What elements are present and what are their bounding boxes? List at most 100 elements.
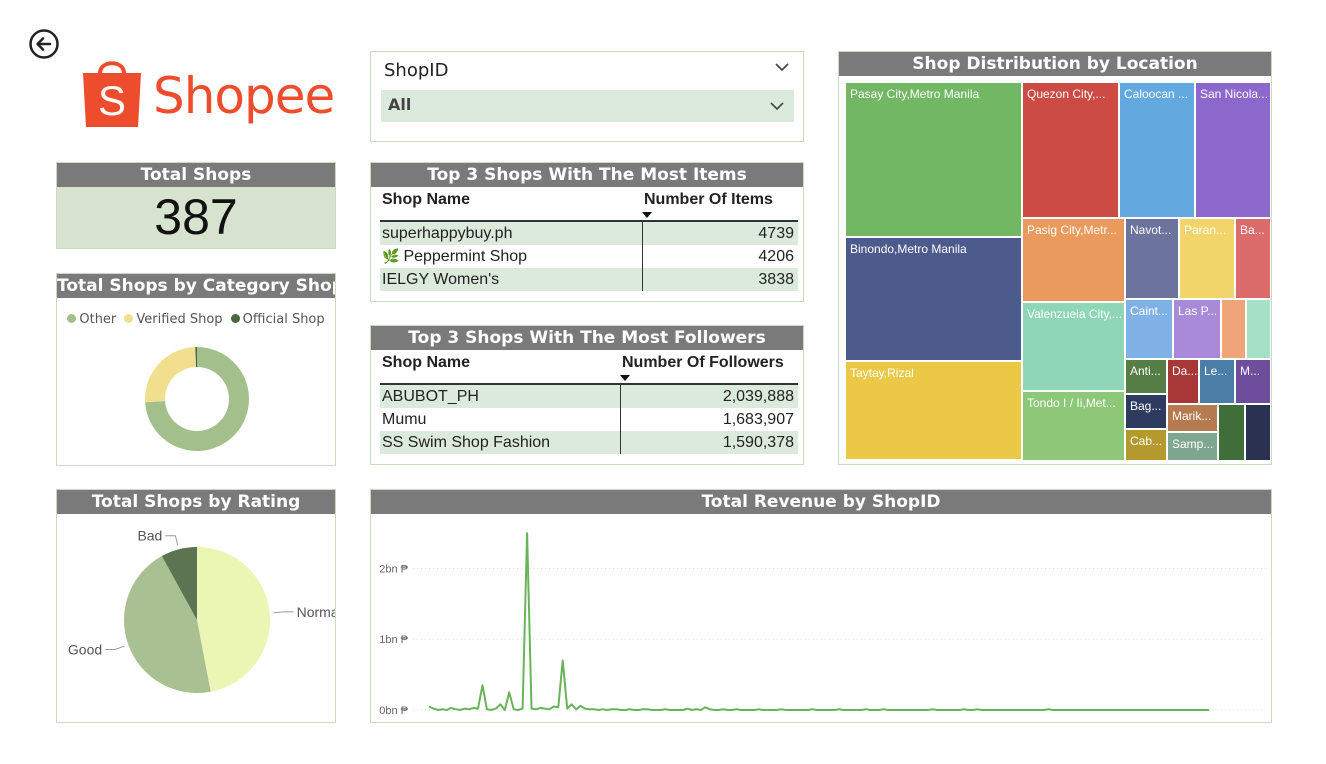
slicer-dropdown[interactable]: All <box>381 90 794 122</box>
table-row[interactable]: IELGY Women's 3838 <box>380 268 798 291</box>
y-tick-label: 2bn ₱ <box>379 563 408 575</box>
treemap-tile-label: Las P... <box>1178 304 1218 318</box>
treemap-tile-label: Anti... <box>1130 364 1161 378</box>
treemap-tile[interactable] <box>1245 404 1271 461</box>
rating-chart-card: Total Shops by Rating Normal Good Bad <box>56 489 336 723</box>
treemap-tile[interactable] <box>1246 299 1271 359</box>
pie-slice-normal[interactable] <box>197 547 271 692</box>
treemap-tile[interactable]: Pasig City,Metr... <box>1022 218 1125 302</box>
col-header-label: Number Of Followers <box>622 354 784 371</box>
treemap-tile[interactable]: Marik... <box>1167 404 1218 432</box>
treemap-tile-label: Tondo I / Ii,Met... <box>1027 396 1116 410</box>
treemap-tile[interactable]: Las P... <box>1173 299 1221 359</box>
legend-label: Verified Shop <box>136 312 223 327</box>
treemap-tile[interactable]: Cab... <box>1125 429 1167 461</box>
pie-leader-line <box>165 535 179 546</box>
shopid-slicer: ShopID All <box>370 51 804 142</box>
treemap-tile[interactable]: Caint... <box>1125 299 1173 359</box>
col-header-number-of-items[interactable]: Number Of Items <box>642 187 798 222</box>
treemap-tile[interactable] <box>1221 299 1246 359</box>
treemap-tile[interactable]: Pasay City,Metro Manila <box>845 82 1022 237</box>
pie-label-good: Good <box>68 641 102 657</box>
rating-pie-chart[interactable]: Normal Good Bad <box>57 514 335 722</box>
collapse-chevron-icon[interactable] <box>773 58 791 76</box>
treemap-tile[interactable]: Samp... <box>1167 432 1218 461</box>
treemap-tile-label: Ba... <box>1240 223 1265 237</box>
treemap-tile-label: Marik... <box>1172 409 1212 423</box>
treemap-tile[interactable]: Caloocan ... <box>1119 82 1195 218</box>
treemap-tile[interactable]: Tondo I / Ii,Met... <box>1022 391 1125 461</box>
location-chart-title: Shop Distribution by Location <box>839 52 1271 76</box>
treemap-tile-label: Pasay City,Metro Manila <box>850 87 980 101</box>
location-chart-card: Shop Distribution by Location Pasay City… <box>838 51 1272 465</box>
followers-cell: 1,590,378 <box>619 431 798 454</box>
treemap-tile[interactable]: Taytay,Rizal <box>845 361 1022 460</box>
sort-desc-icon <box>642 212 652 218</box>
legend-label: Other <box>79 312 117 327</box>
pie-label-normal: Normal <box>297 604 335 620</box>
treemap-tile[interactable]: Da... <box>1167 359 1199 404</box>
top-items-title: Top 3 Shops With The Most Items <box>371 163 803 187</box>
y-tick-label: 1bn ₱ <box>379 634 408 646</box>
table-row[interactable]: 🌿 Peppermint Shop 4206 <box>380 245 798 268</box>
back-button[interactable] <box>28 28 60 60</box>
treemap-tile-label: San Nicola... <box>1200 87 1269 101</box>
treemap-tile[interactable]: Valenzuela City,... <box>1022 302 1125 391</box>
treemap-tile[interactable]: Binondo,Metro Manila <box>845 237 1022 361</box>
pie-slice-bad[interactable] <box>161 547 197 620</box>
revenue-chart-title: Total Revenue by ShopID <box>371 490 1271 514</box>
slicer-selected-value: All <box>388 95 412 114</box>
treemap-tile[interactable]: M... <box>1235 359 1271 404</box>
revenue-series-line[interactable] <box>428 532 1209 711</box>
chevron-down-icon <box>770 102 784 111</box>
treemap-tile[interactable]: Anti... <box>1125 359 1167 394</box>
location-treemap[interactable]: Pasay City,Metro Manila Binondo,Metro Man… <box>845 82 1271 462</box>
legend-item[interactable]: Verified Shop <box>124 312 223 327</box>
col-header-shop-name[interactable]: Shop Name <box>380 187 642 222</box>
donut-slice-official-shop[interactable] <box>195 347 197 368</box>
table-row[interactable]: superhappybuy.ph 4739 <box>380 221 798 245</box>
treemap-tile-label: Pasig City,Metr... <box>1027 223 1117 237</box>
shop-name-cell: 🌿 Peppermint Shop <box>380 245 642 268</box>
shop-name-text: Peppermint Shop <box>403 248 528 265</box>
treemap-tile[interactable]: Navot... <box>1125 218 1179 299</box>
treemap-tile-label: Navot... <box>1130 223 1172 237</box>
category-donut-chart[interactable] <box>137 339 257 459</box>
items-cell: 3838 <box>641 268 798 291</box>
col-header-number-of-followers[interactable]: Number Of Followers <box>620 350 798 385</box>
treemap-tile-label: Caloocan ... <box>1124 87 1189 101</box>
top-items-table: Shop Name Number Of Items superhappybuy.… <box>380 187 798 291</box>
category-chart-card: Total Shops by Category Shop Other Verif… <box>56 273 336 466</box>
treemap-tile-label: Paran... <box>1184 223 1227 237</box>
leaf-icon: 🌿 <box>382 248 400 264</box>
pie-slice-good[interactable] <box>124 556 211 693</box>
treemap-tile-label: M... <box>1240 364 1260 378</box>
treemap-tile[interactable]: Bag... <box>1125 394 1167 429</box>
legend-item[interactable]: Other <box>67 312 116 327</box>
table-row[interactable]: ABUBOT_PH 2,039,888 <box>380 384 798 408</box>
col-header-label: Number Of Items <box>644 191 773 208</box>
items-cell: 4739 <box>641 221 798 245</box>
donut-slice-verified-shop[interactable] <box>145 347 196 403</box>
treemap-tile[interactable]: Quezon City,... <box>1022 82 1119 218</box>
treemap-tile[interactable] <box>1218 404 1245 461</box>
shop-name-cell: superhappybuy.ph <box>380 221 642 245</box>
treemap-tile-label: Valenzuela City,... <box>1027 307 1122 321</box>
revenue-chart-card: Total Revenue by ShopID 0bn ₱ 1bn ₱ 2bn ₱ <box>370 489 1272 723</box>
donut-slice-other[interactable] <box>145 347 249 451</box>
legend-item[interactable]: Official Shop <box>230 312 325 327</box>
treemap-tile-label: Taytay,Rizal <box>850 366 914 380</box>
table-row[interactable]: SS Swim Shop Fashion 1,590,378 <box>380 431 798 454</box>
category-chart-title: Total Shops by Category Shop <box>57 274 335 298</box>
treemap-tile-label: Bag... <box>1130 399 1162 413</box>
col-header-shop-name[interactable]: Shop Name <box>380 350 620 385</box>
legend-dot <box>67 314 77 323</box>
treemap-tile[interactable]: Paran... <box>1179 218 1235 299</box>
pie-leader-line <box>105 645 125 650</box>
treemap-tile[interactable]: Ba... <box>1235 218 1271 299</box>
treemap-tile[interactable]: Le... <box>1199 359 1235 404</box>
y-tick-label: 0bn ₱ <box>379 705 408 717</box>
treemap-tile[interactable]: San Nicola... <box>1195 82 1271 218</box>
table-row[interactable]: Mumu 1,683,907 <box>380 408 798 431</box>
revenue-line-chart[interactable]: 0bn ₱ 1bn ₱ 2bn ₱ <box>371 514 1271 722</box>
